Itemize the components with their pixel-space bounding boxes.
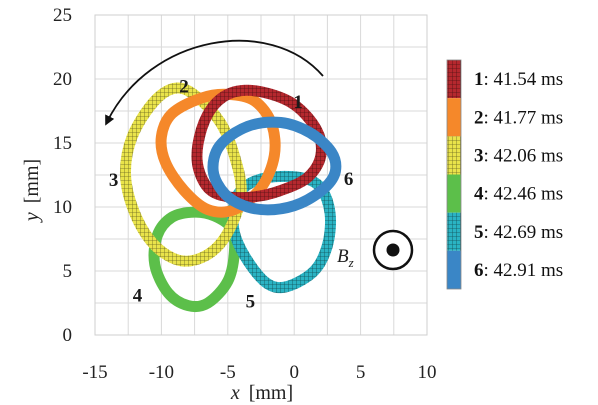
y-tick-label: 20	[53, 69, 72, 90]
legend-colorbar	[447, 60, 461, 289]
legend-entry-4: 4: 42.46 ms	[474, 184, 563, 205]
legend-swatch-4	[447, 175, 461, 213]
y-axis-label: y [mm]	[21, 159, 43, 223]
loop-label-2: 2	[179, 77, 189, 98]
loop-label-1: 1	[293, 92, 303, 113]
legend: 1: 41.54 ms 2: 41.77 ms 3: 42.06 ms 4: 42.4…	[447, 60, 563, 289]
x-tick-label: 5	[356, 362, 366, 383]
y-ticks: 0 5 10 15 20 25	[53, 5, 72, 346]
x-tick-label: 10	[418, 362, 437, 383]
x-tick-label: -10	[149, 362, 174, 383]
legend-entry-2: 2: 41.77 ms	[474, 107, 563, 128]
loops-layer	[125, 88, 335, 307]
x-axis-label: x [mm]	[230, 382, 293, 404]
legend-swatch-hatch-5	[447, 213, 461, 251]
legend-swatch-hatch-3	[447, 136, 461, 174]
x-ticks: -15 -10 -5 0 5 10	[82, 362, 436, 383]
legend-entry-3: 3: 42.06 ms	[474, 145, 563, 166]
legend-swatch-6	[447, 251, 461, 289]
x-axis-var: x	[230, 382, 240, 404]
legend-entry-1: 1: 41.54 ms	[474, 69, 563, 90]
loop-label-3: 3	[109, 170, 119, 191]
x-tick-label: 0	[289, 362, 299, 383]
field-direction-symbol: Bz	[337, 231, 412, 270]
legend-entry-6: 6: 42.91 ms	[474, 260, 563, 281]
y-tick-label: 0	[63, 325, 73, 346]
y-tick-label: 5	[63, 261, 73, 282]
y-tick-label: 25	[53, 5, 72, 26]
y-tick-label: 10	[53, 197, 72, 218]
legend-entry-5: 5: 42.69 ms	[474, 222, 563, 243]
bz-subscript: z	[348, 255, 354, 270]
legend-swatch-hatch-1	[447, 60, 461, 98]
y-axis-unit: [mm]	[21, 159, 43, 203]
x-tick-label: -5	[220, 362, 236, 383]
bz-label: Bz	[337, 246, 354, 270]
out-of-page-dot-center	[387, 244, 400, 257]
loop-label-4: 4	[133, 285, 143, 306]
y-axis-var: y	[21, 212, 43, 223]
y-tick-label: 15	[53, 133, 72, 154]
legend-swatch-2	[447, 98, 461, 136]
loop-label-6: 6	[344, 169, 354, 190]
x-tick-label: -15	[82, 362, 107, 383]
x-axis-unit: [mm]	[249, 382, 293, 404]
legend-labels: 1: 41.54 ms 2: 41.77 ms 3: 42.06 ms 4: 42.4…	[474, 69, 563, 281]
loop-label-5: 5	[246, 292, 256, 313]
